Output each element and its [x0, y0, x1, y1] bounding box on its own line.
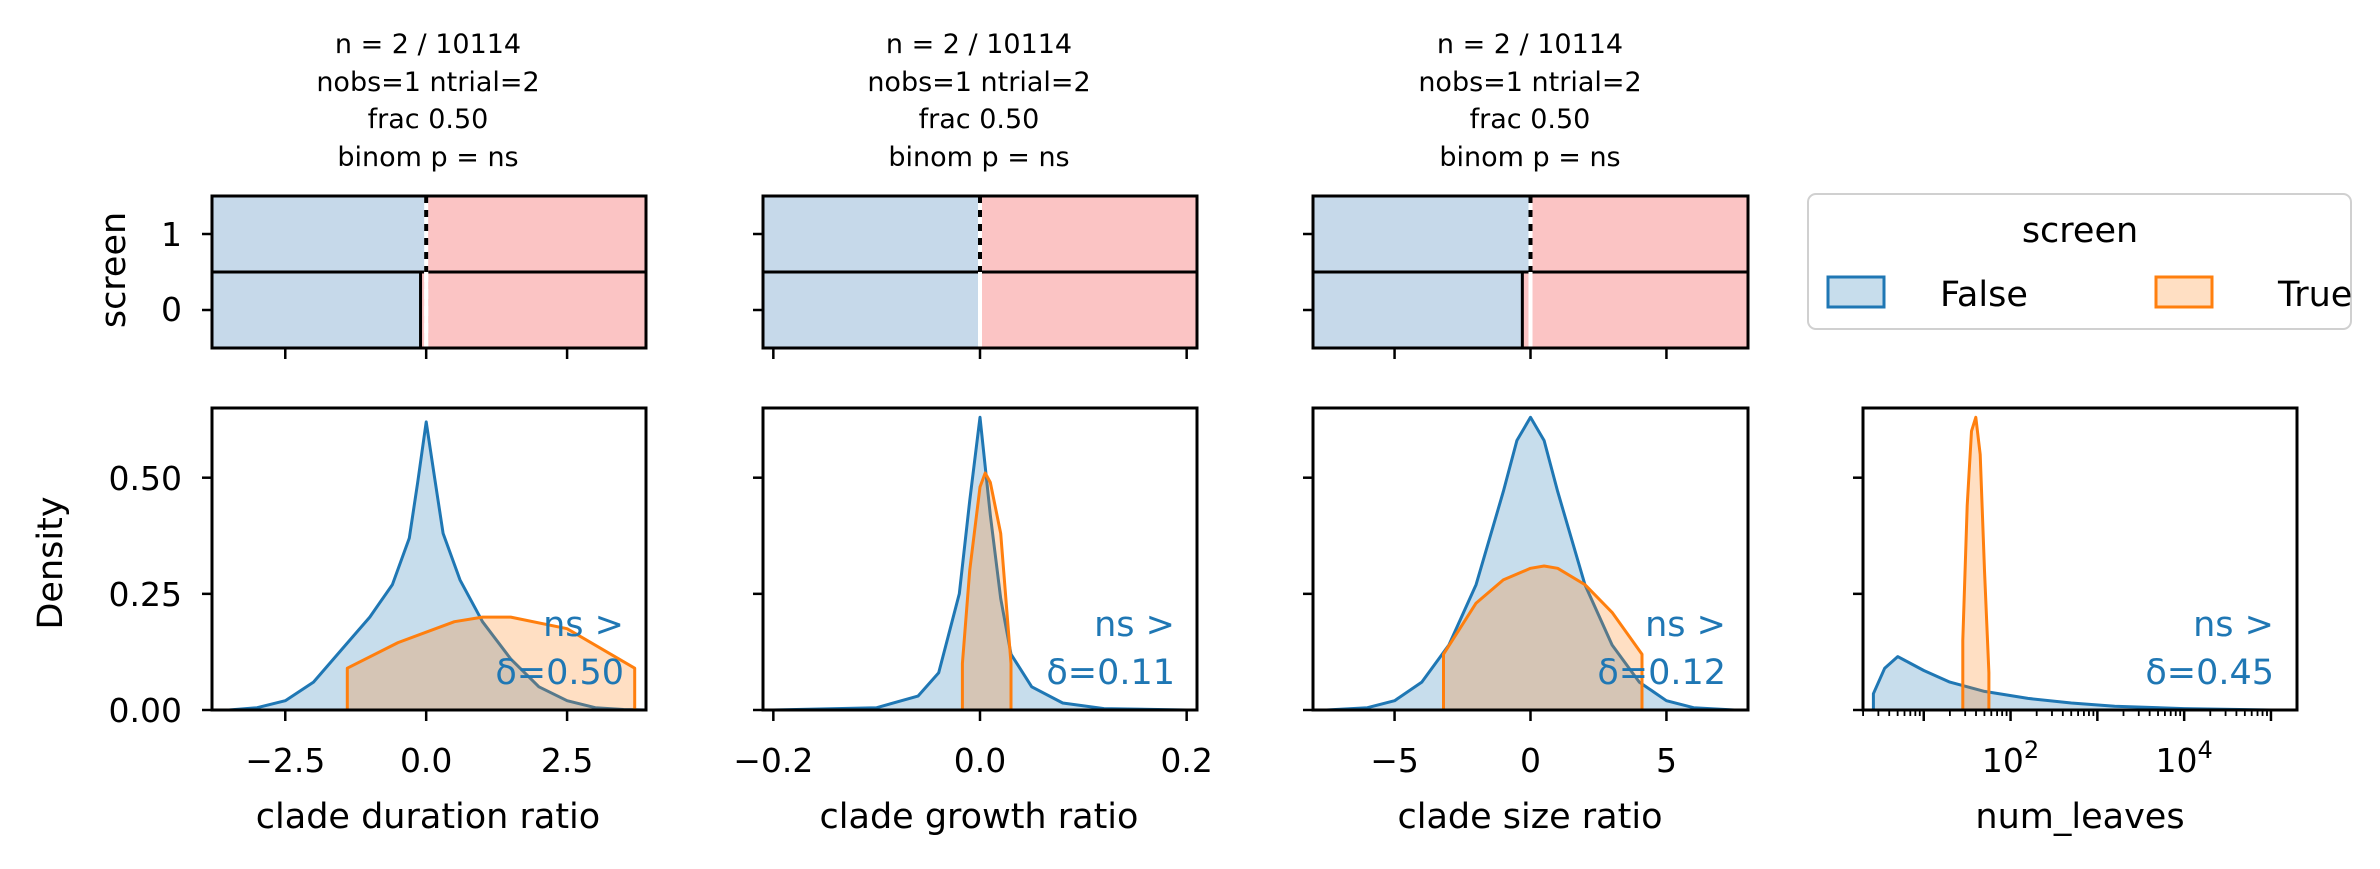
xtick-label: −0.2: [733, 741, 813, 780]
panel-0-xticks: −2.5 0.0 2.5: [245, 710, 593, 780]
xtick-label: 0.0: [400, 741, 452, 780]
panel-0-density-yticks: 0.50 0.25 0.00: [109, 459, 182, 730]
xtick-label-exponent: 4: [2198, 736, 2213, 764]
panel-2-xlabel: clade size ratio: [1398, 797, 1663, 837]
density-area-false: [1873, 656, 2271, 710]
panel-0-density: [202, 406, 648, 712]
panel-2-title-line-2: nobs=1 ntrial=2: [1418, 67, 1641, 98]
panel-2-annotation-line-1: ns >: [1645, 605, 1726, 645]
xtick-label-exponent: 2: [2024, 736, 2039, 764]
legend-label-false: False: [1940, 275, 2028, 315]
density-series: [773, 415, 1187, 710]
density-ylabel: Density: [31, 496, 71, 629]
panel-0-title: n = 2 / 10114 nobs=1 ntrial=2 frac 0.50 …: [316, 29, 539, 173]
density-frame: [210, 406, 648, 712]
panel-0: n = 2 / 10114 nobs=1 ntrial=2 frac 0.50 …: [109, 29, 648, 837]
density-line-true: [960, 471, 1013, 710]
strip-false-region-row0: [212, 272, 421, 348]
panel-0-title-line-4: binom p = ns: [337, 142, 518, 173]
panel-2-title: n = 2 / 10114 nobs=1 ntrial=2 frac 0.50 …: [1418, 29, 1641, 173]
strip-ylabel: screen: [94, 212, 134, 328]
legend-frame: [1807, 193, 2352, 330]
panel-2-annotation-line-2: δ=0.12: [1597, 653, 1726, 693]
strip-false-region-row0: [1313, 272, 1523, 348]
legend-swatch-true: [2154, 275, 2214, 309]
density-ytick-label-050: 0.50: [109, 459, 182, 498]
legend: screen False True: [1807, 193, 2352, 330]
density-line-true: [345, 615, 637, 710]
density-area-false: [228, 421, 646, 710]
panel-1-title-line-2: nobs=1 ntrial=2: [867, 67, 1090, 98]
panel-2-strip: [1303, 194, 1750, 359]
strip-false-region-row1: [763, 196, 980, 272]
panel-0-xlabel: clade duration ratio: [256, 797, 600, 837]
panel-2-xticks: −5 0 5: [1370, 710, 1677, 780]
panel-2-density: [1303, 406, 1750, 712]
density-line-true: [1961, 415, 1991, 710]
panel-0-title-line-3: frac 0.50: [368, 104, 489, 135]
panel-2-title-line-1: n = 2 / 10114: [1437, 29, 1623, 60]
density-ytick-label-025: 0.25: [109, 575, 182, 614]
panel-1-xlabel: clade growth ratio: [820, 797, 1139, 837]
legend-swatch-false: [1826, 275, 1886, 309]
panel-3: 102 104 ns > δ=0.45 num_leaves: [1853, 406, 2299, 837]
density-area-true: [1443, 566, 1642, 710]
density-area-true: [347, 617, 635, 710]
panel-2-title-line-4: binom p = ns: [1439, 142, 1620, 173]
panel-0-annotation-line-2: δ=0.50: [495, 653, 624, 693]
strip-ytick-label-1: 1: [161, 215, 182, 254]
density-series: [1326, 415, 1735, 710]
panel-1-annotation-line-2: δ=0.11: [1046, 653, 1175, 693]
strip-ytick-label-0: 0: [161, 290, 182, 329]
density-ytick-label-000: 0.00: [109, 691, 182, 730]
panel-1-title-line-1: n = 2 / 10114: [886, 29, 1072, 60]
density-series: [228, 420, 646, 710]
xtick-label: 2.5: [541, 741, 593, 780]
density-line-false: [1326, 415, 1735, 710]
density-line-true: [1442, 564, 1644, 710]
legend-title: screen: [2022, 211, 2138, 251]
panel-3-annotation-line-1: ns >: [2193, 605, 2274, 645]
panel-1-strip: [753, 194, 1199, 359]
density-line-false: [1871, 655, 2272, 710]
panel-0-annotation-line-1: ns >: [543, 605, 624, 645]
density-area-false: [773, 417, 1187, 710]
density-frame: [1861, 406, 2299, 712]
xtick-label: −2.5: [245, 741, 325, 780]
panel-1: n = 2 / 10114 nobs=1 ntrial=2 frac 0.50 …: [733, 29, 1213, 837]
panel-1-xticks: −0.2 0.0 0.2: [733, 710, 1213, 780]
panel-1-density: [753, 406, 1199, 712]
density-series: [1871, 415, 2272, 710]
strip-false-region-row0: [763, 272, 980, 348]
xtick-label: 0: [1520, 741, 1541, 780]
legend-label-true: True: [2277, 275, 2352, 315]
xtick-label: 5: [1656, 741, 1677, 780]
panel-2-title-line-3: frac 0.50: [1470, 104, 1591, 135]
panel-1-title-line-3: frac 0.50: [919, 104, 1040, 135]
strip-false-region-row1: [1313, 196, 1531, 272]
panel-0-strip-yticks: 1 0: [161, 215, 182, 329]
panel-1-title: n = 2 / 10114 nobs=1 ntrial=2 frac 0.50 …: [867, 29, 1090, 173]
panel-3-annotation-line-2: δ=0.45: [2145, 653, 2274, 693]
panel-1-title-line-4: binom p = ns: [888, 142, 1069, 173]
density-line-false: [228, 420, 646, 710]
panel-3-density: [1853, 406, 2299, 712]
strip-frame: [210, 194, 648, 350]
xtick-label: 0.2: [1160, 741, 1212, 780]
density-area-false: [1326, 417, 1735, 710]
density-line-false: [773, 415, 1187, 710]
panel-0-strip: [202, 194, 648, 359]
panel-3-xlabel: num_leaves: [1975, 797, 2184, 837]
panel-2: n = 2 / 10114 nobs=1 ntrial=2 frac 0.50 …: [1303, 29, 1750, 837]
panel-0-title-line-1: n = 2 / 10114: [335, 29, 521, 60]
xtick-label: 0.0: [954, 741, 1006, 780]
panel-1-annotation-line-1: ns >: [1094, 605, 1175, 645]
xtick-label: −5: [1370, 741, 1419, 780]
strip-false-region-row1: [212, 196, 427, 272]
panel-0-title-line-2: nobs=1 ntrial=2: [316, 67, 539, 98]
